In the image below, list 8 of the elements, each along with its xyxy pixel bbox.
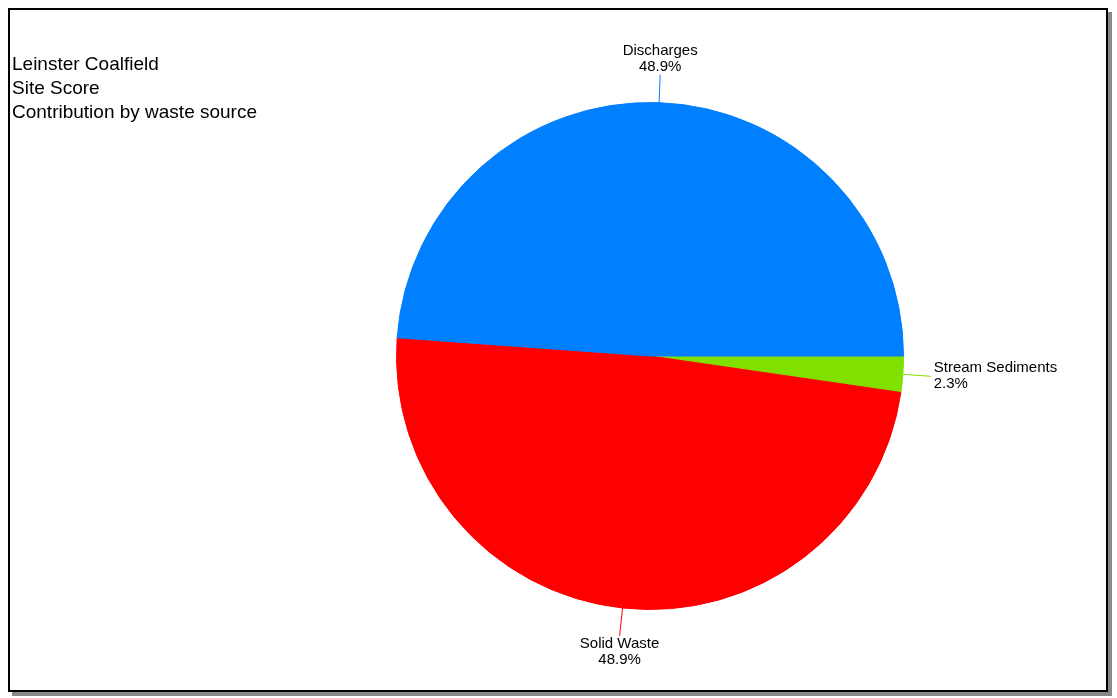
data-label: 2.3% — [933, 374, 968, 392]
slice-label: Solid Waste — [579, 633, 660, 651]
data-label: 48.9% — [598, 649, 641, 667]
text: Leinster Coalfield — [12, 52, 160, 76]
text: Contribution by waste source — [12, 100, 258, 124]
slice-label: Discharges — [622, 40, 698, 58]
text: Site Score — [12, 76, 101, 100]
slice-label: Stream Sediments — [933, 358, 1058, 376]
